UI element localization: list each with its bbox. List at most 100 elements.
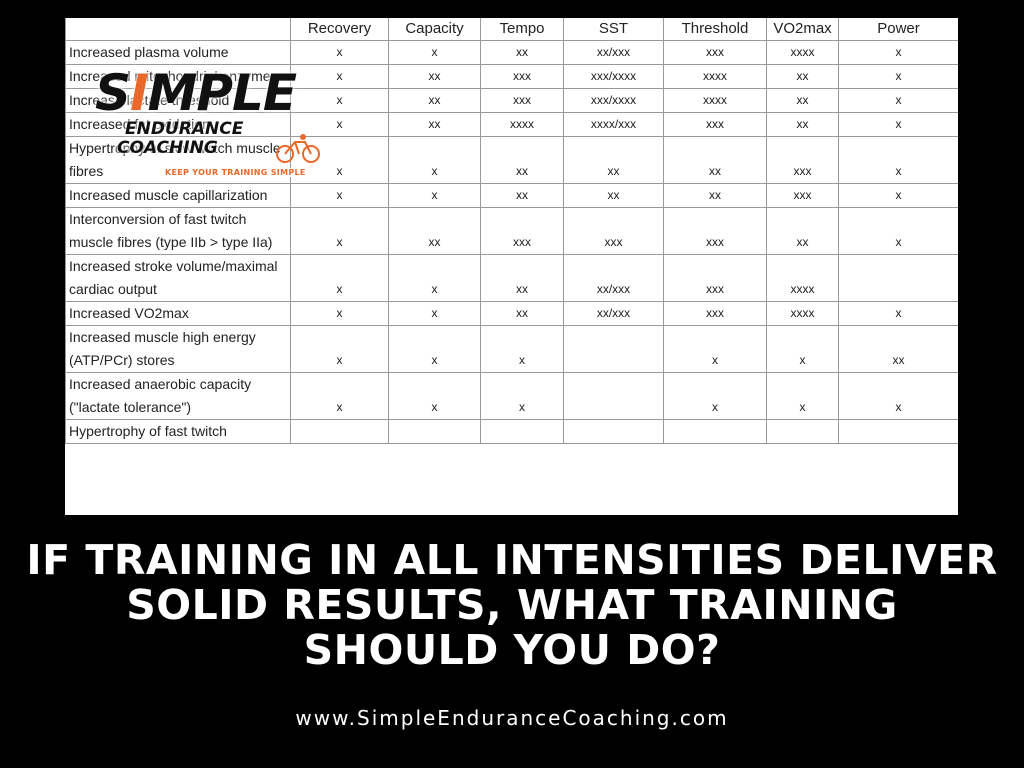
table-cell: x bbox=[766, 372, 839, 420]
table-cell: xxx bbox=[663, 254, 767, 302]
logo-name: SIMPLE bbox=[95, 64, 297, 122]
table-cell: xx bbox=[388, 207, 481, 255]
table-cell: xx/xxx bbox=[563, 40, 664, 65]
table-cell: xxxx bbox=[766, 301, 839, 326]
table-cell: x bbox=[838, 372, 958, 420]
training-table: Recovery Capacity Tempo SST Threshold VO2max P… bbox=[65, 18, 958, 444]
logo-tagline: KEEP YOUR TRAINING SIMPLE bbox=[165, 168, 306, 177]
table-cell: x bbox=[290, 301, 389, 326]
row-label: Increased anaerobic capacity ("lactate t… bbox=[65, 372, 291, 420]
table-cell: xxxx bbox=[766, 254, 839, 302]
table-cell: x bbox=[290, 88, 389, 113]
table-cell bbox=[290, 419, 389, 444]
table-cell: x bbox=[838, 112, 958, 137]
table-cell: x bbox=[838, 64, 958, 89]
table-cell: x bbox=[290, 254, 389, 302]
headline-line: IF TRAINING IN ALL INTENSITIES DELIVER bbox=[26, 536, 998, 584]
table-cell: x bbox=[838, 207, 958, 255]
row-label: Increased muscle capillarization bbox=[65, 183, 291, 208]
table-row: Increased anaerobic capacity ("lactate t… bbox=[65, 372, 958, 420]
table-cell: xx bbox=[766, 207, 839, 255]
logo-subtitle: ENDURANCE COACHING bbox=[117, 119, 244, 158]
table-cell: xx bbox=[480, 136, 564, 184]
table-cell: x bbox=[388, 325, 481, 373]
table-cell: x bbox=[480, 325, 564, 373]
table-cell: xxx/xxxx bbox=[563, 88, 664, 113]
logo-name-end: MPLE bbox=[147, 64, 297, 122]
row-label: Increased muscle high energy (ATP/PCr) s… bbox=[65, 325, 291, 373]
table-cell: xxx bbox=[766, 136, 839, 184]
table-cell: xx/xxx bbox=[563, 301, 664, 326]
table-cell bbox=[480, 419, 564, 444]
table-cell: x bbox=[838, 136, 958, 184]
table-cell: xx bbox=[388, 88, 481, 113]
table-cell: xxxx bbox=[766, 40, 839, 65]
table-cell: xx bbox=[480, 301, 564, 326]
row-label: Increased mitochondrial enzymes bbox=[65, 64, 291, 89]
row-label: Increased stroke volume/maximal cardiac … bbox=[65, 254, 291, 302]
logo-name-start: S bbox=[95, 64, 131, 122]
table-cell: xxx bbox=[480, 207, 564, 255]
table-cell: x bbox=[663, 325, 767, 373]
table-cell: xx/xxx bbox=[563, 254, 664, 302]
table-cell: xx bbox=[480, 40, 564, 65]
table-cell: xxx bbox=[663, 112, 767, 137]
table-cell: xx bbox=[480, 183, 564, 208]
table-cell: xx bbox=[480, 254, 564, 302]
table-cell: xx bbox=[663, 136, 767, 184]
table-screenshot: Recovery Capacity Tempo SST Threshold VO2max P… bbox=[65, 18, 958, 515]
table-cell bbox=[663, 419, 767, 444]
table-cell: xxx bbox=[480, 88, 564, 113]
table-cell bbox=[563, 419, 664, 444]
column-header: Power bbox=[838, 18, 958, 41]
column-header: Capacity bbox=[388, 18, 481, 41]
column-header: Recovery bbox=[290, 18, 389, 41]
table-cell: x bbox=[388, 136, 481, 184]
table-cell: x bbox=[480, 372, 564, 420]
table-cell: xx bbox=[766, 112, 839, 137]
row-label: Increased plasma volume bbox=[65, 40, 291, 65]
table-cell bbox=[388, 419, 481, 444]
table-cell: xxx bbox=[663, 40, 767, 65]
website-url: www.SimpleEnduranceCoaching.com bbox=[295, 706, 729, 730]
headline-line: SOLID RESULTS, WHAT TRAINING bbox=[126, 581, 898, 629]
table-cell: xx bbox=[766, 64, 839, 89]
table-cell: x bbox=[388, 372, 481, 420]
table-cell: x bbox=[838, 40, 958, 65]
table-cell bbox=[563, 325, 664, 373]
row-label: Increased fat oxidation bbox=[65, 112, 291, 137]
table-cell: xx bbox=[563, 136, 664, 184]
table-cell bbox=[563, 372, 664, 420]
row-label: Hypertrophy of fast twitch bbox=[65, 419, 291, 444]
table-cell: xxx bbox=[663, 301, 767, 326]
table-cell: xxxx bbox=[663, 64, 767, 89]
table-cell: x bbox=[838, 88, 958, 113]
table-cell: xxxx bbox=[663, 88, 767, 113]
column-header: Threshold bbox=[663, 18, 767, 41]
table-cell: x bbox=[663, 372, 767, 420]
table-cell: x bbox=[290, 207, 389, 255]
table-cell: xxxx bbox=[480, 112, 564, 137]
header-row: Recovery Capacity Tempo SST Threshold VO2max P… bbox=[65, 18, 958, 41]
table-cell: xx bbox=[388, 64, 481, 89]
table-cell: xx bbox=[563, 183, 664, 208]
headline-line: SHOULD YOU DO? bbox=[303, 626, 721, 674]
logo-bike-icon bbox=[276, 134, 320, 163]
corner-cell bbox=[65, 18, 291, 41]
logo-line: ENDURANCE bbox=[125, 119, 244, 139]
table-cell: x bbox=[290, 40, 389, 65]
table-cell: xx bbox=[838, 325, 958, 373]
table-cell: xxx bbox=[663, 207, 767, 255]
column-header: Tempo bbox=[480, 18, 564, 41]
logo: SIMPLE ENDURANCE COACHING KEEP YOUR TRAIN… bbox=[95, 64, 353, 182]
table-cell: x bbox=[388, 40, 481, 65]
row-label: Increased VO2max bbox=[65, 301, 291, 326]
table-cell: xxx bbox=[480, 64, 564, 89]
table-cell: x bbox=[388, 301, 481, 326]
table-row: Increased plasma volume x x xx xx/xxx xxx xxxx… bbox=[65, 40, 958, 65]
table-row: Increased VO2max x x xx xx/xxx xxx xxxx x bbox=[65, 301, 958, 326]
table-body: Increased plasma volume x x xx xx/xxx xxx xxxx… bbox=[65, 40, 958, 444]
table-cell bbox=[838, 419, 958, 444]
table-cell: xxxx/xxx bbox=[563, 112, 664, 137]
